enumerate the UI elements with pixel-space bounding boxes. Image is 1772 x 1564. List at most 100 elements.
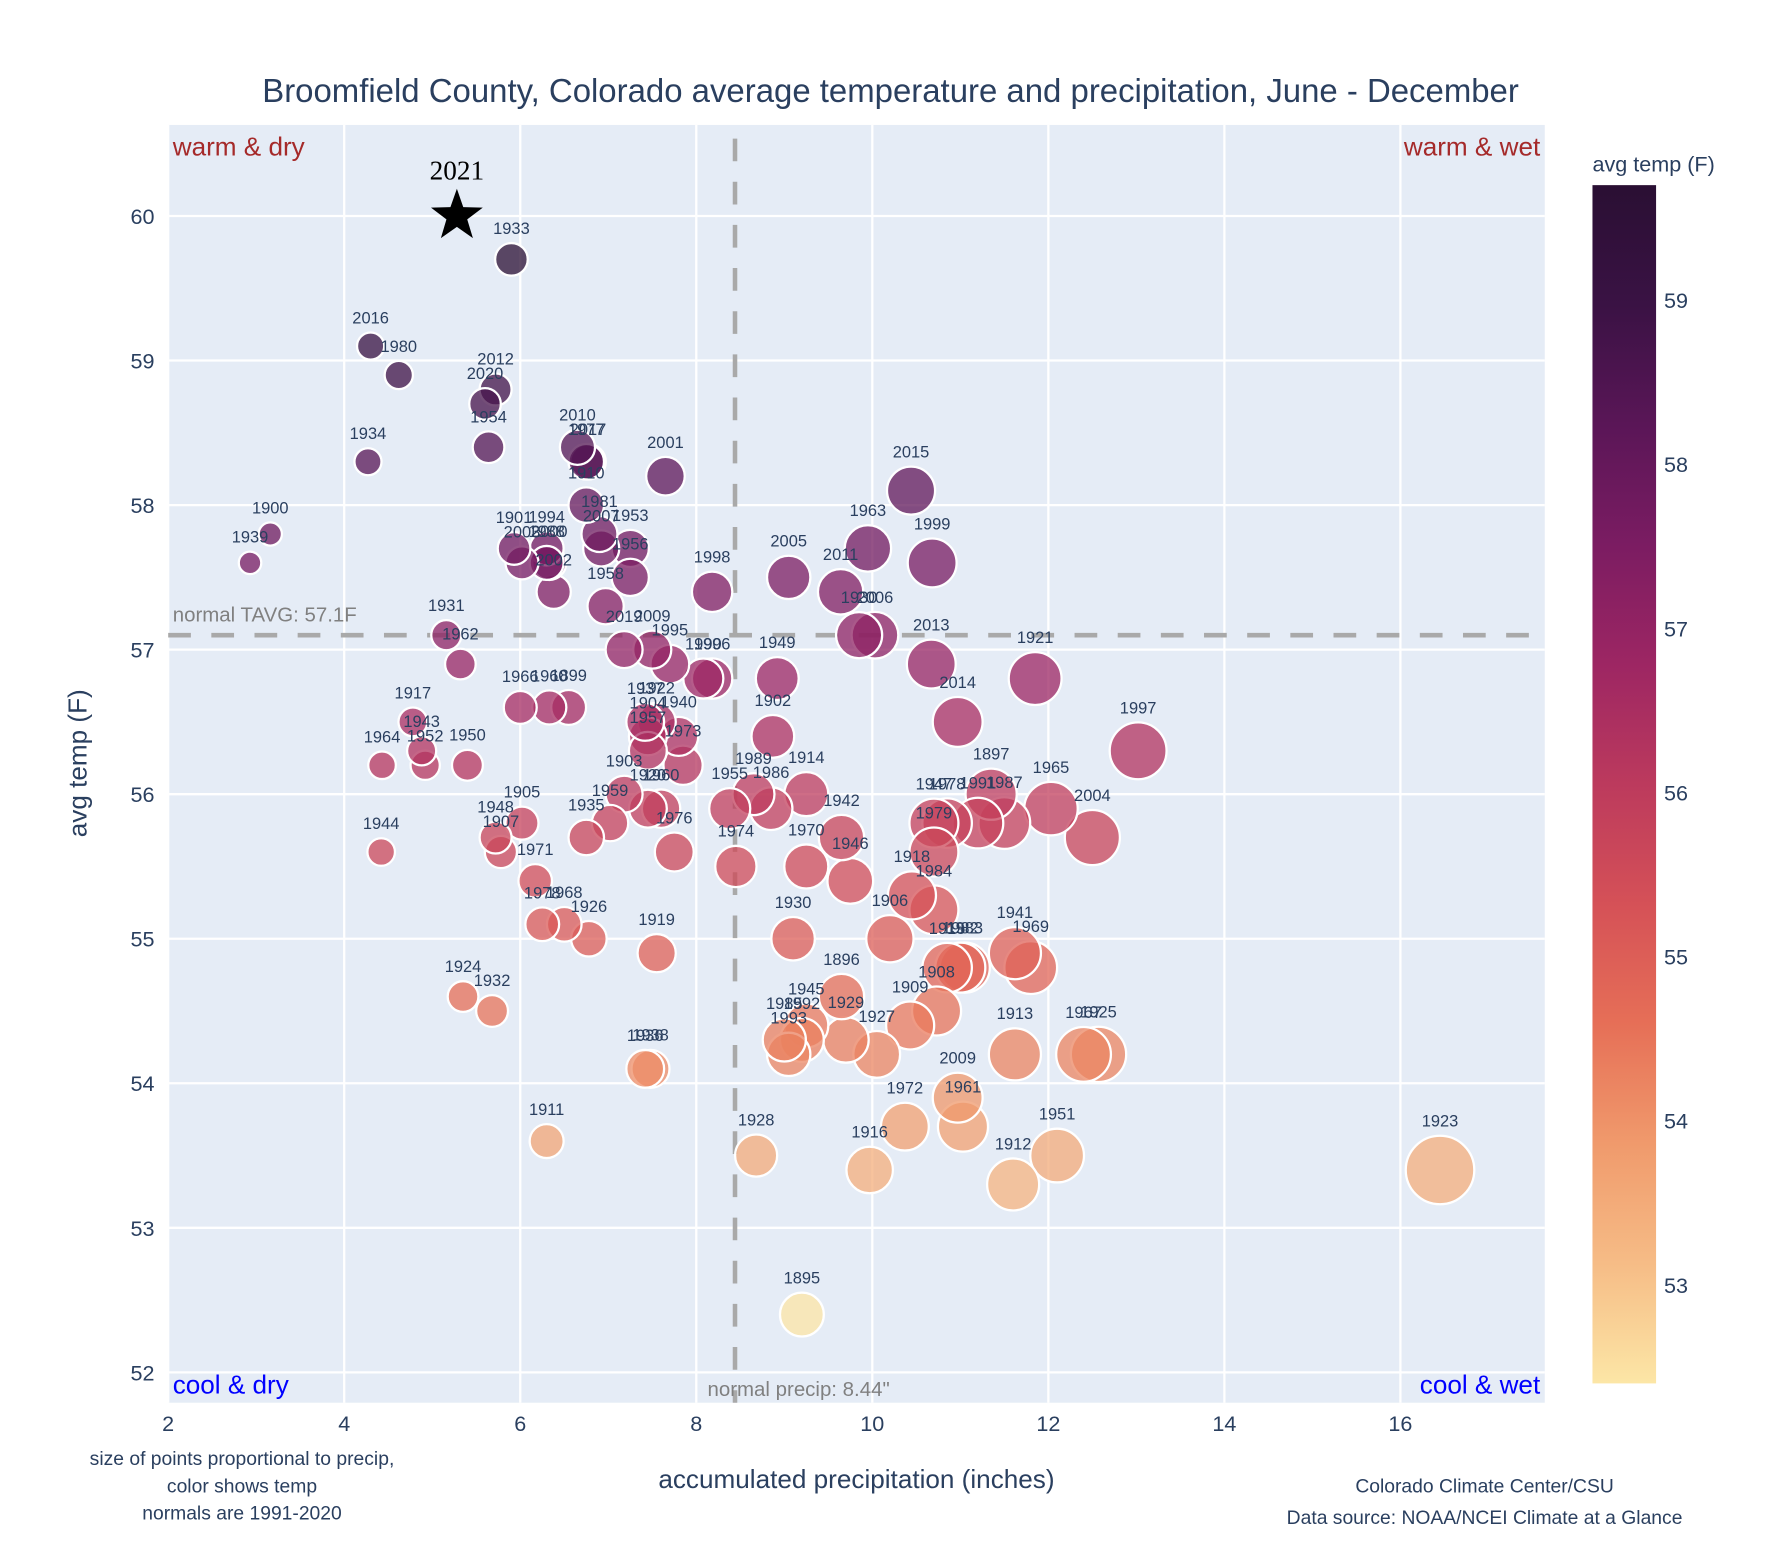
- point-label: 1930: [775, 894, 812, 912]
- y-tick-label: 60: [131, 204, 155, 229]
- point-label: 1947: [916, 776, 953, 794]
- data-point: [625, 1048, 666, 1089]
- point-label: 1958: [587, 565, 624, 583]
- point-label: 1972: [887, 1080, 924, 1098]
- data-point: [397, 706, 429, 738]
- data-point: [366, 837, 397, 867]
- point-label: 1983: [946, 919, 983, 937]
- x-tick-label: 14: [1212, 1411, 1236, 1436]
- point-label: 1915: [929, 920, 966, 938]
- colorbar-ticks: 53 54 55 56 57 58 59: [1664, 288, 1688, 1298]
- credit-line: Data source: NOAA/NCEI Climate at a Glan…: [1287, 1508, 1683, 1529]
- point-label: 1907: [483, 813, 520, 831]
- point-label: 1917: [395, 684, 432, 702]
- data-point: [931, 1071, 984, 1124]
- quadrant-cool-dry: cool & dry: [173, 1370, 289, 1400]
- data-point: [987, 1027, 1043, 1082]
- point-label: 1990: [685, 635, 722, 653]
- point-label: 2005: [770, 533, 807, 551]
- point-label: 1946: [832, 835, 869, 853]
- point-label: 1934: [350, 425, 387, 443]
- scatter-points: [237, 241, 1476, 1338]
- point-label: 2015: [893, 444, 930, 462]
- data-point: [879, 1101, 930, 1152]
- data-point: [383, 359, 415, 391]
- y-tick-label: 54: [131, 1071, 155, 1096]
- point-label: 1964: [364, 728, 401, 746]
- data-point: [367, 750, 397, 781]
- point-label: 1968: [546, 884, 583, 902]
- point-label: 1933: [493, 220, 530, 238]
- point-label: 1897: [973, 746, 1010, 764]
- data-point: [778, 1291, 825, 1338]
- point-label: 1985: [766, 995, 803, 1013]
- point-label: 1940: [660, 694, 697, 712]
- data-point: [471, 430, 506, 465]
- point-label: 1962: [442, 626, 479, 644]
- point-label: 1913: [997, 1005, 1034, 1023]
- point-label: 1930: [841, 589, 878, 607]
- point-label: 1921: [1017, 629, 1054, 647]
- point-label: 1916: [851, 1124, 888, 1142]
- data-point: [908, 826, 960, 878]
- point-label: 1902: [755, 692, 792, 710]
- y-tick-label: 55: [131, 927, 155, 952]
- point-label: 2019: [606, 608, 643, 626]
- point-label: 1923: [1422, 1113, 1459, 1131]
- point-label: 1906: [872, 892, 909, 910]
- point-label: 1996: [694, 635, 731, 653]
- point-label: 1952: [407, 728, 444, 746]
- data-point: [817, 972, 866, 1021]
- normal-temp-label: normal TAVG: 57.1F: [173, 604, 357, 627]
- point-label: 1943: [403, 713, 440, 731]
- point-label: 1931: [428, 597, 465, 615]
- point-label: 1978: [524, 884, 561, 902]
- point-label: 1995: [652, 622, 689, 640]
- point-label: 1997: [1120, 699, 1157, 717]
- point-label: 1926: [571, 898, 608, 916]
- data-point: [625, 701, 666, 742]
- point-label: 1967: [1065, 1004, 1102, 1022]
- point-label: 1945: [788, 980, 825, 998]
- reference-lines: normal TAVG: 57.1F normal precip: 8.44": [168, 138, 1545, 1403]
- data-point: [430, 619, 463, 652]
- point-label: 1966: [502, 668, 539, 686]
- point-label: 1938: [632, 1027, 669, 1045]
- data-point: [885, 1000, 936, 1051]
- point-label: 1992: [784, 995, 821, 1013]
- point-label: 1939: [232, 529, 269, 547]
- point-label: 1950: [449, 727, 486, 745]
- data-point: [1108, 721, 1168, 781]
- point-label: 2001: [647, 434, 684, 452]
- point-label: 1957: [630, 709, 667, 727]
- point-label: 1925: [1080, 1004, 1117, 1022]
- point-label: 1984: [916, 862, 953, 880]
- data-point: [1404, 1134, 1476, 1206]
- data-point: [865, 913, 915, 964]
- point-label: 1998: [694, 549, 731, 567]
- credit-line: Colorado Climate Center/CSU: [1355, 1476, 1613, 1497]
- point-label: 1900: [252, 499, 289, 517]
- data-point: [443, 647, 477, 681]
- point-label: 2000: [531, 523, 568, 541]
- data-point: [567, 818, 606, 857]
- data-point: [237, 550, 263, 576]
- data-point: [558, 428, 597, 466]
- data-point: [604, 630, 644, 670]
- point-label: 2016: [352, 309, 389, 327]
- point-label: 1928: [738, 1111, 775, 1129]
- data-point: [761, 1017, 808, 1063]
- point-label: 2012: [477, 350, 514, 368]
- point-label: 1977: [568, 421, 605, 439]
- y-axis-ticks: 52 53 54 55 56 57 58 59 60: [131, 204, 155, 1385]
- point-label: 1920: [630, 767, 667, 785]
- point-label: 1941: [997, 904, 1034, 922]
- point-label: 1922: [638, 680, 675, 698]
- point-label: 1970: [788, 821, 825, 839]
- colorbar-tick-label: 58: [1664, 452, 1688, 477]
- point-label: 1960: [643, 766, 680, 784]
- point-label: 2020: [467, 365, 504, 383]
- data-point: [257, 521, 284, 547]
- x-tick-label: 8: [690, 1411, 702, 1436]
- data-point: [886, 870, 938, 921]
